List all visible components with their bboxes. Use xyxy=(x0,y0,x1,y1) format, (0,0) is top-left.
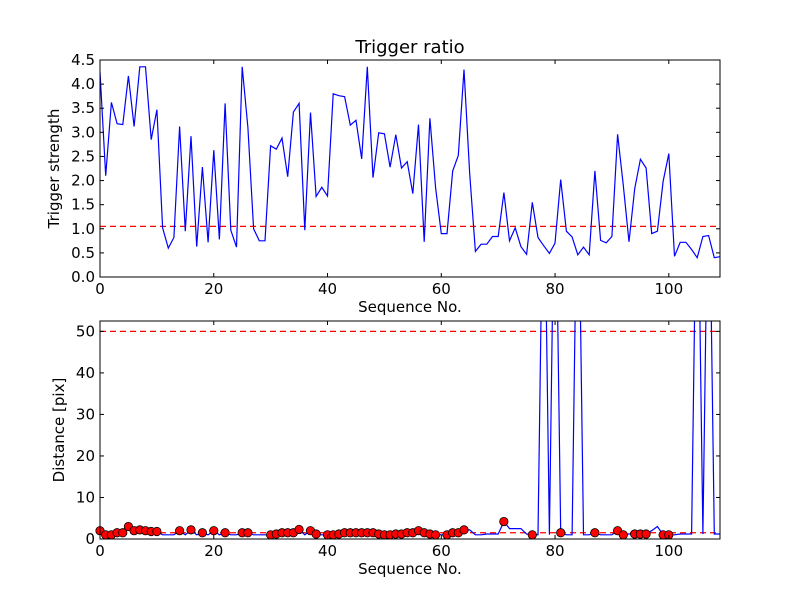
y-axis-label: Trigger strength xyxy=(45,109,63,230)
trigger-ratio-panel: 0 20 40 60 80 100 0.0 0.5 1.0 1.5 2.0 2.5 3.0 3.5 4.0 4… xyxy=(45,37,721,316)
x-tick-label: 0 xyxy=(95,280,105,298)
x-tick-label: 0 xyxy=(95,542,105,560)
data-point-marker xyxy=(556,528,566,538)
x-axis-label: Sequence No. xyxy=(358,298,462,316)
y-tick-label: 10 xyxy=(76,488,95,506)
x-axis-label: Sequence No. xyxy=(358,560,462,578)
x-tick-label: 80 xyxy=(545,280,564,298)
x-tick-label: 20 xyxy=(204,542,223,560)
y-tick-label: 3.5 xyxy=(71,99,95,117)
data-point-marker xyxy=(311,529,321,539)
x-tick-label: 80 xyxy=(545,542,564,560)
data-point-marker xyxy=(220,528,230,538)
x-tick-label: 40 xyxy=(318,542,337,560)
y-tick-label: 4.0 xyxy=(71,75,95,93)
y-tick-label: 3.0 xyxy=(71,123,95,141)
y-tick-label: 0.5 xyxy=(71,244,95,262)
data-point-marker xyxy=(294,524,304,535)
data-point-marker xyxy=(590,528,600,538)
y-tick-label: 40 xyxy=(76,364,95,382)
x-tick-label: 40 xyxy=(318,280,337,298)
x-tick-label: 100 xyxy=(654,542,683,560)
data-point-marker xyxy=(641,529,651,539)
plot-frame xyxy=(99,320,721,540)
data-point-marker xyxy=(430,530,441,540)
x-tick-label: 60 xyxy=(432,542,451,560)
y-tick-label: 0 xyxy=(85,530,95,548)
y-tick-label: 1.0 xyxy=(71,220,95,238)
data-point-marker xyxy=(152,526,162,537)
data-point-marker xyxy=(459,525,469,535)
data-point-marker xyxy=(499,516,509,527)
data-point-marker xyxy=(118,528,128,538)
data-point-marker xyxy=(175,526,185,536)
y-tick-label: 1.5 xyxy=(71,196,95,214)
x-tick-label: 100 xyxy=(654,280,683,298)
series-line xyxy=(100,66,720,260)
data-point-marker xyxy=(243,528,253,538)
y-axis-label: Distance [pix] xyxy=(50,378,68,483)
data-point-marker xyxy=(186,525,196,535)
x-tick-label: 20 xyxy=(204,280,223,298)
y-tick-label: 0.0 xyxy=(71,268,95,286)
data-point-marker xyxy=(527,530,537,540)
data-point-marker xyxy=(209,526,219,536)
y-tick-label: 20 xyxy=(76,447,95,465)
y-tick-label: 50 xyxy=(76,322,95,340)
y-tick-label: 2.5 xyxy=(71,147,95,165)
data-point-marker xyxy=(197,528,207,538)
plot-frame xyxy=(99,59,721,278)
y-tick-label: 4.5 xyxy=(71,51,95,69)
data-point-marker xyxy=(618,530,628,540)
x-tick-label: 60 xyxy=(432,280,451,298)
y-tick-label: 30 xyxy=(76,405,95,423)
distance-panel: 0 20 40 60 80 100 0 10 20 30 40 50 Sequence No. Dista… xyxy=(50,320,721,578)
y-tick-label: 2.0 xyxy=(71,172,95,190)
chart-title: Trigger ratio xyxy=(354,37,464,58)
